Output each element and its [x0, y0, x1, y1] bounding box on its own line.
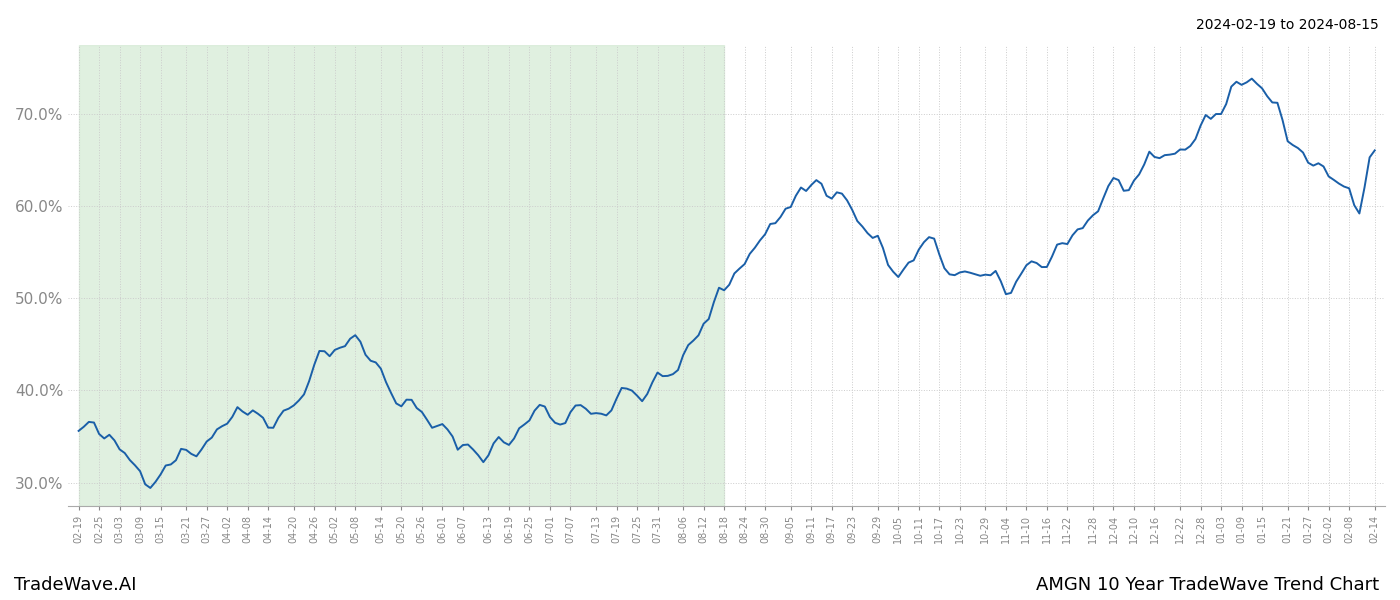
- Text: AMGN 10 Year TradeWave Trend Chart: AMGN 10 Year TradeWave Trend Chart: [1036, 576, 1379, 594]
- Bar: [78, 45, 724, 506]
- Text: 2024-02-19 to 2024-08-15: 2024-02-19 to 2024-08-15: [1196, 18, 1379, 32]
- Text: TradeWave.AI: TradeWave.AI: [14, 576, 137, 594]
